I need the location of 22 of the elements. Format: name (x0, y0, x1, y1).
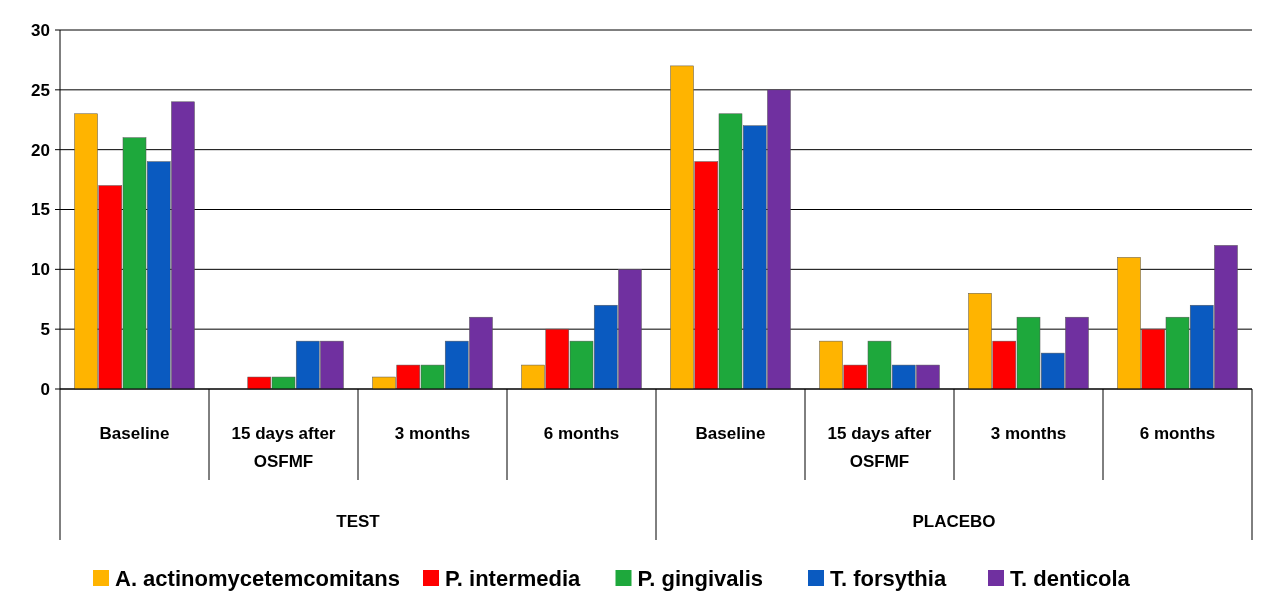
x-tick-label: 3 months (394, 423, 471, 443)
y-tick-label: 10 (31, 260, 50, 280)
y-tick-label: 15 (31, 200, 50, 220)
x-tick-label: 6 months (543, 423, 620, 443)
x-tick-label: 6 months (1139, 423, 1216, 443)
y-tick-label: 30 (31, 20, 50, 40)
legend-label: T. forsythia (830, 565, 947, 591)
legend-label: T. denticola (1010, 565, 1131, 591)
legend-label: A. actinomycetemcomitans (115, 565, 400, 591)
x-tick-label: Baseline (695, 423, 766, 443)
y-tick-label: 0 (40, 379, 50, 399)
x-tick-label: 15 days after OSFMF (827, 423, 932, 471)
y-tick-label: 25 (31, 80, 50, 100)
text: PLACEBO (912, 511, 996, 531)
y-tick-label: 5 (40, 320, 50, 340)
x-tick-label: Baseline (99, 423, 170, 443)
text: TEST (336, 511, 381, 531)
x-tick-label: 3 months (990, 423, 1067, 443)
legend-label: P. intermedia (445, 565, 582, 591)
y-tick-label: 20 (31, 140, 50, 160)
x-tick-label: 15 days after OSFMF (231, 423, 336, 471)
legend-label: P. gingivalis (637, 565, 764, 591)
